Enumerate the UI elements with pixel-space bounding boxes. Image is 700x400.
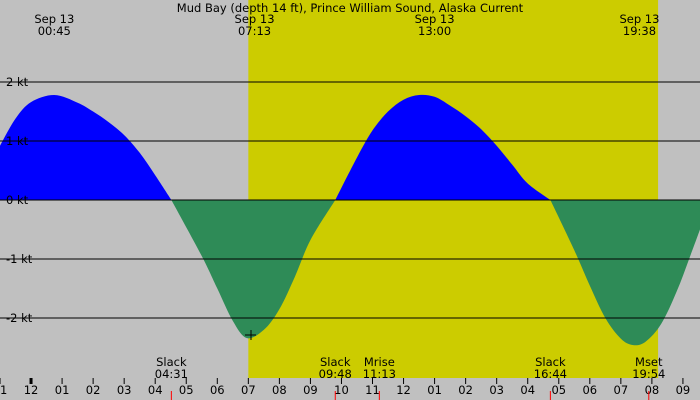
x-tick-label-5: 04 — [148, 383, 163, 397]
x-tick-label-4: 03 — [117, 383, 132, 397]
x-tick-label-17: 04 — [520, 383, 535, 397]
x-tick-label-1: 12 — [24, 383, 39, 397]
top-time-label-2: 13:00 — [418, 24, 451, 38]
top-date-label-2: Sep 13 — [415, 12, 455, 26]
x-tick-label-12: 11 — [365, 383, 380, 397]
current-area — [0, 94, 700, 346]
event-labels: Slack04:31Slack09:48Mrise11:13Slack16:44… — [155, 355, 665, 400]
crosshair-cursor — [245, 330, 256, 340]
ebb-area-3 — [550, 200, 700, 346]
x-tick-label-8: 07 — [241, 383, 256, 397]
y-tick-label-3: -1 kt — [6, 252, 33, 266]
y-tick-label-4: -2 kt — [6, 311, 33, 325]
x-tick-label-13: 12 — [396, 383, 411, 397]
x-tick-label-20: 07 — [614, 383, 629, 397]
chart-title: Mud Bay (depth 14 ft), Prince William So… — [177, 1, 524, 15]
event-time-0: 04:31 — [155, 367, 188, 381]
x-tick-label-3: 02 — [86, 383, 101, 397]
flood-area-0 — [0, 94, 172, 200]
x-tick-label-7: 06 — [210, 383, 225, 397]
event-time-1: 09:48 — [319, 367, 352, 381]
x-tick-label-14: 01 — [427, 383, 442, 397]
x-tick-label-11: 10 — [334, 383, 349, 397]
x-tick-label-18: 05 — [551, 383, 566, 397]
x-tick-label-21: 08 — [645, 383, 660, 397]
top-time-label-3: 19:38 — [623, 24, 656, 38]
top-date-label-3: Sep 13 — [619, 12, 659, 26]
top-date-label-0: Sep 13 — [34, 12, 74, 26]
y-tick-label-2: 0 kt — [6, 193, 29, 207]
event-name-0: Slack — [156, 355, 187, 369]
x-tick-label-9: 08 — [272, 383, 287, 397]
x-tick-label-16: 03 — [489, 383, 504, 397]
x-tick-label-2: 01 — [55, 383, 70, 397]
x-tick-label-22: 09 — [676, 383, 691, 397]
flood-area-2 — [335, 94, 551, 200]
x-tick-label-0: 11 — [0, 383, 7, 397]
event-name-3: Slack — [535, 355, 566, 369]
event-time-3: 16:44 — [534, 367, 567, 381]
x-tick-label-15: 02 — [458, 383, 473, 397]
y-axis-ticks: 2 kt 1 kt 0 kt -1 kt -2 kt — [6, 75, 33, 325]
event-name-2: Mrise — [364, 355, 395, 369]
ebb-area-1 — [171, 200, 336, 339]
event-time-2: 11:13 — [363, 367, 396, 381]
event-time-4: 19:54 — [632, 367, 665, 381]
top-time-label-1: 07:13 — [238, 24, 271, 38]
x-tick-label-19: 06 — [582, 383, 597, 397]
y-tick-label-1: 1 kt — [6, 134, 29, 148]
x-tick-label-6: 05 — [179, 383, 194, 397]
event-name-4: Mset — [635, 355, 663, 369]
top-time-label-0: 00:45 — [38, 24, 71, 38]
gridlines — [0, 81, 700, 319]
top-date-label-1: Sep 13 — [235, 12, 275, 26]
event-name-1: Slack — [320, 355, 351, 369]
x-tick-label-10: 09 — [303, 383, 318, 397]
x-axis-ticks: 11 12 01 02 03 04 05 06 07 08 09 10 11 12 01 02 03 04 05 06… — [0, 378, 690, 397]
y-tick-label-0: 2 kt — [6, 75, 29, 89]
